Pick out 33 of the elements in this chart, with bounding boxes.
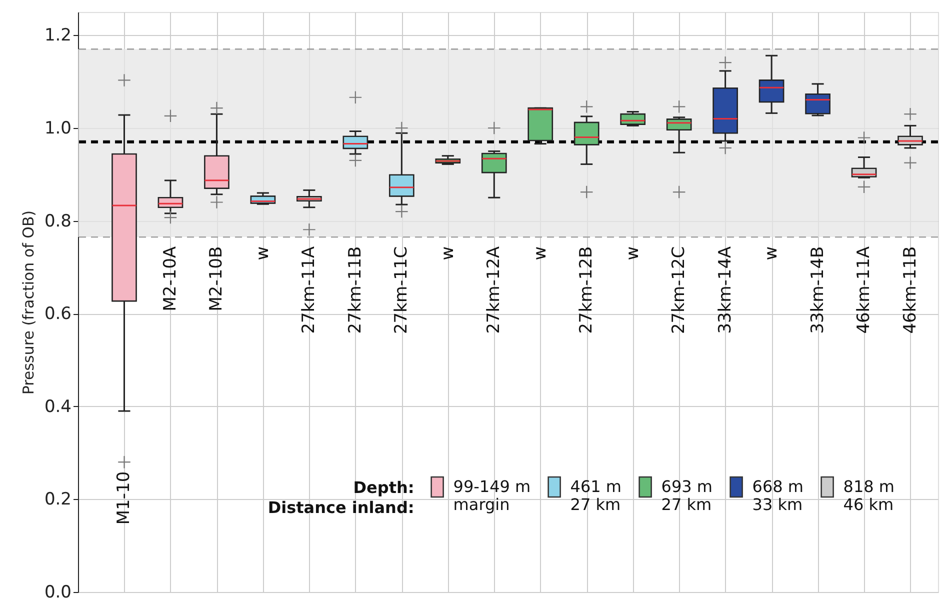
- x-tick-label: 46km-11B: [900, 246, 920, 334]
- x-tick-label: M2-10B: [206, 246, 227, 312]
- x-tick-label: 27km-11A: [299, 246, 320, 334]
- y-tick-label: 0.6: [44, 304, 72, 324]
- x-tick-label: 33km-14B: [808, 246, 828, 334]
- annotation: Distance inland:: [268, 498, 414, 517]
- x-tick-label: 27km-12B: [576, 246, 597, 334]
- x-tick-label: 27km-11C: [392, 246, 412, 334]
- x-tick-label: M1-10: [114, 471, 134, 525]
- y-axis-title: Pressure (fraction of OB): [19, 210, 38, 395]
- x-tick-label: 46km-11A: [854, 246, 874, 334]
- y-tick-label: 0.2: [44, 490, 72, 510]
- x-tick-label: w: [438, 246, 458, 260]
- x-tick-label: w: [762, 246, 782, 260]
- y-tick-label: 0.0: [44, 582, 72, 602]
- annotation: Depth:: [353, 478, 414, 497]
- x-tick-label: 33km-14A: [715, 246, 736, 334]
- x-tick-label: 27km-11B: [345, 246, 366, 334]
- x-tick-label: 27km-12A: [484, 246, 504, 334]
- x-tick-label: w: [530, 246, 550, 260]
- legend-label: 668 m 33 km: [752, 477, 804, 514]
- x-tick-label: 27km-12C: [669, 246, 690, 334]
- x-tick-label: w: [252, 246, 273, 260]
- legend-label: 818 m 46 km: [843, 477, 895, 514]
- y-tick-label: 1.0: [44, 118, 72, 138]
- y-tick-label: 0.4: [44, 396, 72, 417]
- x-tick-label: M2-10A: [160, 246, 180, 312]
- legend-label: 693 m 27 km: [661, 477, 713, 514]
- y-tick-label: 0.8: [44, 211, 72, 232]
- legend-label: 461 m 27 km: [570, 477, 622, 514]
- x-tick-label: w: [622, 246, 643, 260]
- legend-label: 99-149 m margin: [453, 477, 531, 514]
- y-tick-label: 1.2: [44, 26, 72, 46]
